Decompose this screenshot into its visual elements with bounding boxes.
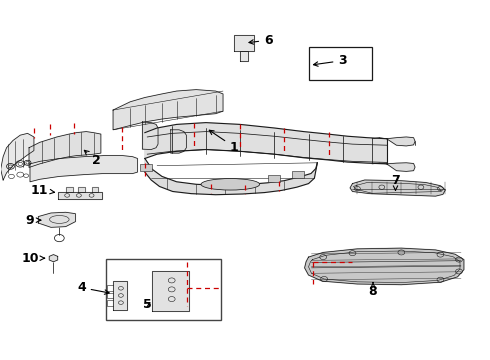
- Polygon shape: [152, 271, 189, 311]
- Polygon shape: [49, 255, 58, 262]
- Text: 7: 7: [391, 174, 400, 190]
- Text: 5: 5: [143, 298, 151, 311]
- Text: 2: 2: [84, 150, 100, 167]
- Polygon shape: [350, 180, 445, 196]
- Polygon shape: [143, 122, 158, 149]
- Bar: [269, 175, 280, 182]
- Polygon shape: [78, 187, 85, 192]
- Text: 11: 11: [31, 184, 54, 197]
- Bar: [141, 163, 152, 171]
- Bar: [309, 47, 372, 80]
- Polygon shape: [145, 158, 318, 195]
- Text: 10: 10: [21, 252, 45, 265]
- Polygon shape: [145, 123, 387, 164]
- Text: 4: 4: [77, 281, 109, 294]
- Polygon shape: [29, 132, 101, 167]
- Ellipse shape: [201, 179, 260, 190]
- Polygon shape: [58, 192, 102, 199]
- Polygon shape: [113, 90, 223, 130]
- Text: 8: 8: [368, 283, 377, 298]
- Polygon shape: [30, 156, 138, 182]
- Polygon shape: [240, 51, 248, 62]
- Polygon shape: [234, 35, 254, 51]
- Bar: [292, 171, 304, 178]
- Polygon shape: [92, 187, 98, 192]
- Polygon shape: [305, 248, 464, 285]
- Polygon shape: [113, 281, 127, 310]
- Text: 6: 6: [249, 33, 273, 47]
- Bar: [106, 259, 220, 320]
- Polygon shape: [66, 187, 73, 192]
- Polygon shape: [387, 137, 415, 171]
- Text: 9: 9: [25, 214, 41, 227]
- Text: 1: 1: [209, 130, 239, 153]
- Polygon shape: [38, 212, 75, 227]
- Polygon shape: [0, 134, 34, 180]
- Polygon shape: [171, 130, 186, 153]
- Text: 3: 3: [314, 54, 347, 67]
